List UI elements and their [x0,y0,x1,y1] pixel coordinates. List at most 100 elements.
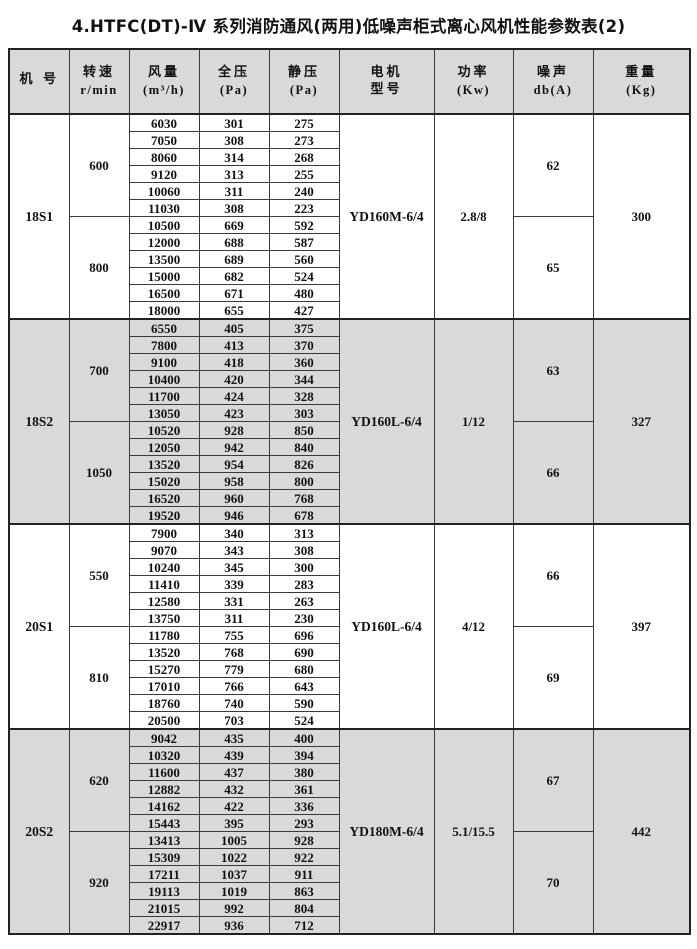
total-pressure-cell: 418 [198,353,270,371]
table-row: 8060 314 268 [9,148,690,166]
static-pressure-cell: 643 [268,677,340,695]
noise-cell: 66 [512,421,594,525]
motor-model-cell: YD160M-6/4 [338,113,435,320]
total-pressure-cell: 439 [198,746,270,764]
airflow-cell: 18760 [128,694,200,712]
speed-cell: 920 [68,831,130,935]
header-label: 机 号 [19,71,60,87]
total-pressure-cell: 954 [198,455,270,473]
table-row: 12000 688 587 [9,233,690,251]
airflow-cell: 9120 [128,165,200,183]
total-pressure-cell: 936 [198,916,270,935]
airflow-cell: 9070 [128,541,200,559]
airflow-cell: 19113 [128,882,200,900]
table-row: 11600 437 380 [9,763,690,781]
table-row: 18000 655 427 [9,301,690,320]
airflow-cell: 10320 [128,746,200,764]
airflow-cell: 22917 [128,916,200,935]
power-cell: 1/12 [433,318,514,525]
fan-model-cell: 18S2 [8,318,70,525]
airflow-cell: 6030 [128,113,200,132]
airflow-cell: 13520 [128,643,200,661]
static-pressure-cell: 360 [268,353,340,371]
header-label: 风量 [147,65,180,80]
header-label: 全压 [217,65,250,80]
header-unit: (m³/h) [143,83,185,98]
total-pressure-cell: 435 [198,728,270,747]
total-pressure-cell: 992 [198,899,270,917]
airflow-cell: 15270 [128,660,200,678]
airflow-cell: 16500 [128,284,200,302]
static-pressure-cell: 300 [268,558,340,576]
noise-cell: 70 [512,831,594,935]
table-row: 18760 740 590 [9,694,690,712]
noise-cell: 66 [512,523,594,627]
header-label: 重量 [625,65,658,80]
table-row: 10320 439 394 [9,746,690,764]
total-pressure-cell: 437 [198,763,270,781]
speed-cell: 800 [68,216,130,320]
total-pressure-cell: 308 [198,199,270,217]
static-pressure-cell: 344 [268,370,340,388]
static-pressure-cell: 328 [268,387,340,405]
table-row: 22917 936 712 [9,916,690,935]
total-pressure-cell: 946 [198,506,270,525]
total-pressure-cell: 420 [198,370,270,388]
table-row: 21015 992 804 [9,899,690,917]
airflow-cell: 21015 [128,899,200,917]
static-pressure-cell: 400 [268,728,340,747]
motor-model-cell: YD160L-6/4 [338,523,435,730]
static-pressure-cell: 336 [268,797,340,815]
total-pressure-cell: 1022 [198,848,270,866]
static-pressure-cell: 313 [268,523,340,542]
header-unit: (Kw) [456,83,491,98]
static-pressure-cell: 587 [268,233,340,251]
weight-cell: 397 [592,523,691,730]
fan-model-cell: 18S1 [8,113,70,320]
airflow-cell: 17010 [128,677,200,695]
table-row: 15309 1022 922 [9,848,690,866]
total-pressure-cell: 405 [198,318,270,337]
weight-cell: 442 [592,728,691,935]
total-pressure-cell: 958 [198,472,270,490]
table-row: 1050 10520 928 850 66 [9,421,690,525]
total-pressure-cell: 1019 [198,882,270,900]
airflow-cell: 11410 [128,575,200,593]
table-row: 16500 671 480 [9,284,690,302]
table-row: 20500 703 524 [9,711,690,730]
table-row: 10060 311 240 [9,182,690,200]
motor-model-cell: YD160L-6/4 [338,318,435,525]
airflow-cell: 18000 [128,301,200,320]
airflow-cell: 7800 [128,336,200,354]
speed-cell: 700 [68,318,130,422]
static-pressure-cell: 524 [268,267,340,285]
table-row: 20S2 620 9042 435 400 YD180M-6/4 5.1/15.5 67 442 [8,728,691,935]
static-pressure-cell: 273 [268,131,340,149]
header-unit: (Pa) [289,83,319,98]
total-pressure-cell: 755 [198,626,270,644]
static-pressure-cell: 928 [268,831,340,849]
static-pressure-cell: 361 [268,780,340,798]
static-pressure-cell: 680 [268,660,340,678]
airflow-cell: 15000 [128,267,200,285]
header-weight: 重量 (Kg) [592,48,691,115]
noise-cell: 62 [512,113,594,217]
static-pressure-cell: 592 [268,216,340,234]
total-pressure-cell: 331 [198,592,270,610]
static-pressure-cell: 263 [268,592,340,610]
airflow-cell: 11030 [128,199,200,217]
airflow-cell: 13050 [128,404,200,422]
airflow-cell: 9100 [128,353,200,371]
static-pressure-cell: 230 [268,609,340,627]
header-unit: (Kg) [626,83,657,98]
header-label: 转速 [82,65,115,80]
noise-cell: 65 [512,216,594,320]
header-label: 电机 [370,65,403,81]
total-pressure-cell: 311 [198,182,270,200]
table-row: 13520 768 690 [9,643,690,661]
header-label: 噪声 [536,65,569,80]
airflow-cell: 10520 [128,421,200,439]
total-pressure-cell: 671 [198,284,270,302]
table-row: 13520 954 826 [9,455,690,473]
airflow-cell: 13520 [128,455,200,473]
